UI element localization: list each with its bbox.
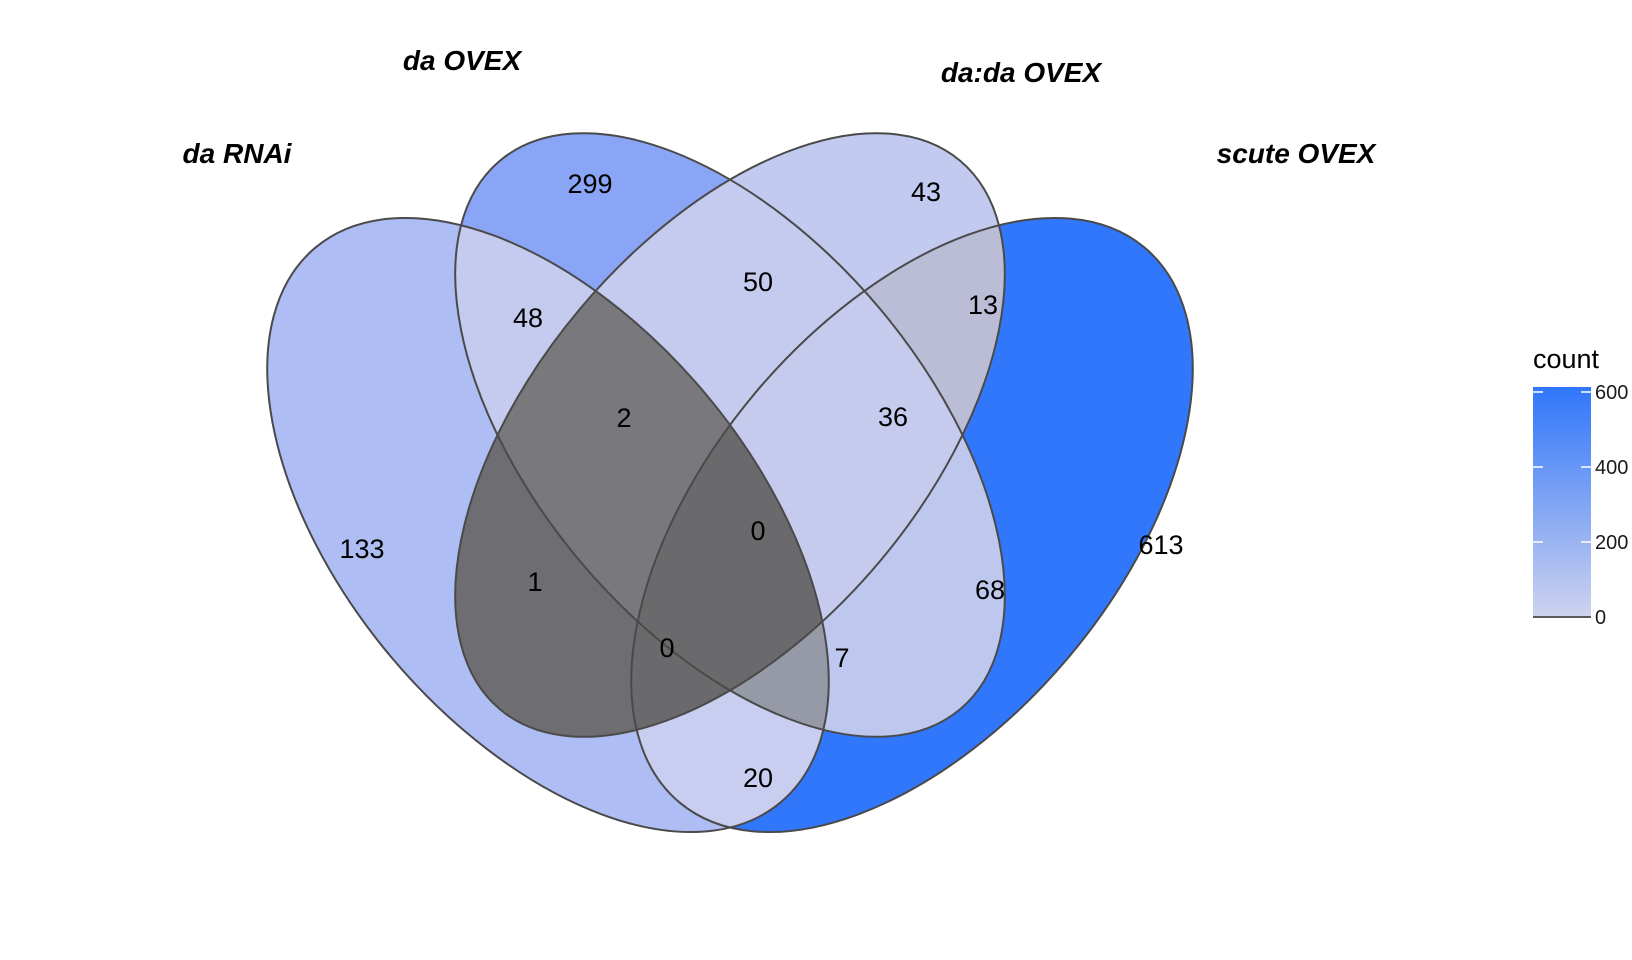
color-legend: count 600 400 200 0 bbox=[1533, 344, 1628, 629]
legend-colorbar bbox=[1533, 387, 1591, 617]
legend-tick-400: 400 bbox=[1595, 457, 1628, 479]
legend-tick-marks bbox=[1533, 391, 1591, 543]
legend-title: count bbox=[1533, 344, 1600, 374]
count-da-ovex-scute-ovex: 68 bbox=[975, 575, 1005, 605]
set-label-dada-ovex: da:da OVEX bbox=[941, 57, 1104, 88]
count-dada-ovex-scute-ovex: 13 bbox=[968, 290, 998, 320]
count-da-ovex-dada-ovex-scute-ovex: 36 bbox=[878, 402, 908, 432]
count-da-ovex-dada-ovex: 50 bbox=[743, 267, 773, 297]
count-da-rnai-only: 133 bbox=[339, 534, 384, 564]
count-da-rnai-da-ovex-dada-ovex: 2 bbox=[616, 403, 631, 433]
set-label-scute-ovex: scute OVEX bbox=[1217, 138, 1378, 169]
count-scute-ovex-only: 613 bbox=[1138, 530, 1183, 560]
set-label-da-ovex: da OVEX bbox=[403, 45, 524, 76]
legend-tick-600: 600 bbox=[1595, 382, 1628, 404]
venn-regions bbox=[158, 34, 1302, 935]
count-da-rnai-dada-ovex-scute-ovex: 0 bbox=[659, 633, 674, 663]
count-da-rnai-da-ovex: 48 bbox=[513, 303, 543, 333]
set-label-da-rnai: da RNAi bbox=[183, 138, 293, 169]
set-labels: da RNAi da OVEX da:da OVEX scute OVEX bbox=[183, 45, 1378, 169]
count-da-rnai-dada-ovex: 1 bbox=[527, 567, 542, 597]
count-da-rnai-da-ovex-scute-ovex: 7 bbox=[834, 643, 849, 673]
count-all-four: 0 bbox=[750, 516, 765, 546]
legend-tick-0: 0 bbox=[1595, 607, 1606, 629]
count-da-ovex-only: 299 bbox=[567, 169, 612, 199]
count-da-rnai-scute-ovex: 20 bbox=[743, 763, 773, 793]
count-dada-ovex-only: 43 bbox=[911, 177, 941, 207]
legend-tick-200: 200 bbox=[1595, 532, 1628, 554]
count-labels: 133 299 43 613 48 50 13 1 68 20 2 36 0 7… bbox=[339, 169, 1183, 793]
